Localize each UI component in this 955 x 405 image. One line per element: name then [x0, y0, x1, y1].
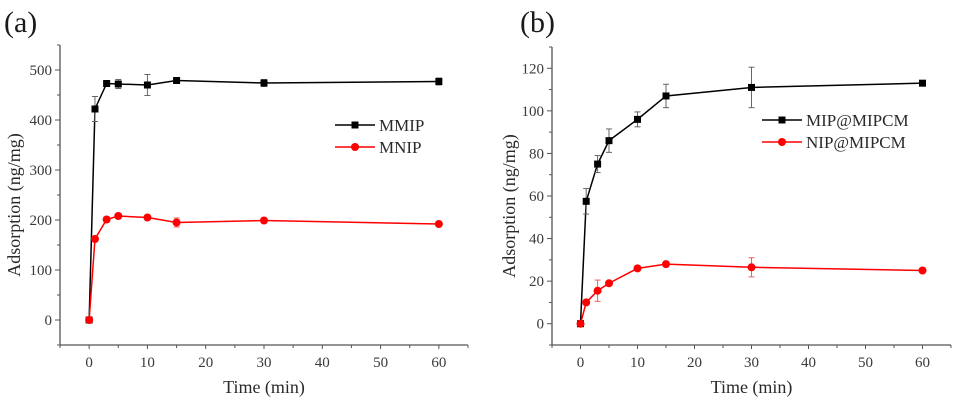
y-tick-label: 400	[30, 113, 53, 129]
y-tick-label: 80	[529, 146, 544, 162]
legend-label: MIP@MIPCM	[806, 111, 909, 130]
data-point	[605, 137, 613, 145]
y-tick-label: 120	[522, 61, 545, 77]
y-tick-label: 40	[529, 232, 544, 248]
data-point	[260, 79, 268, 87]
x-tick-label: 40	[315, 355, 330, 371]
legend-entry: MIP@MIPCM	[762, 111, 909, 130]
data-point	[605, 279, 613, 288]
data-point	[143, 213, 152, 222]
x-tick-label: 60	[431, 355, 446, 371]
y-axis-title: Adsorption (ng/mg)	[499, 134, 520, 278]
legend-label: MNIP	[379, 138, 422, 157]
data-point	[143, 81, 151, 89]
data-point	[90, 235, 99, 243]
data-point	[576, 319, 585, 328]
series-line	[579, 82, 923, 324]
legend-marker	[778, 116, 786, 124]
chart-panel-b: (b) 0 10 20 30 40 50 60 0 20 40 60 80 100 120 Time (min…	[499, 6, 952, 398]
x-tick-label: 50	[373, 355, 388, 371]
chart-panel-a: (a) 0 10 20 30 40 50 60 0 100 200 300 400 500 Time (mi…	[4, 6, 469, 398]
legend-marker	[778, 138, 786, 146]
data-point	[662, 92, 670, 100]
data-point	[747, 263, 756, 272]
panel-label: (b)	[520, 6, 555, 39]
data-point	[593, 286, 602, 295]
data-point	[918, 266, 927, 275]
x-tick-label: 50	[858, 355, 873, 371]
y-tick-label: 100	[522, 104, 545, 120]
x-tick-label: 10	[630, 355, 645, 371]
y-tick-label: 0	[537, 317, 545, 333]
y-tick-label: 60	[529, 189, 544, 205]
legend-label: MMIP	[379, 116, 424, 135]
legend-marker	[351, 121, 359, 129]
series-line	[88, 79, 439, 321]
legend-label: NIP@MIPCM	[806, 133, 906, 152]
y-tick-label: 20	[529, 274, 544, 290]
data-point	[435, 78, 443, 85]
y-tick-label: 500	[30, 63, 53, 79]
x-tick-label: 20	[198, 355, 213, 371]
legend-entry: MNIP	[335, 138, 422, 157]
series-mnip	[85, 212, 443, 324]
y-tick-label: 100	[30, 263, 53, 279]
y-axis-title: Adsorption (ng/mg)	[4, 133, 25, 277]
series-nip-mipcm	[576, 257, 927, 328]
series-mmip	[85, 74, 443, 324]
data-point	[594, 160, 602, 168]
series-mip-mipcm	[577, 66, 926, 328]
y-tick-label: 300	[30, 163, 53, 179]
data-point	[172, 218, 181, 227]
data-point	[582, 197, 590, 205]
series-line	[88, 215, 439, 321]
legend-entry: NIP@MIPCM	[762, 133, 906, 152]
data-point	[102, 215, 111, 224]
y-tick-label: 0	[45, 313, 53, 329]
x-tick-label: 10	[140, 355, 155, 371]
data-point	[91, 105, 99, 113]
legend-marker	[351, 143, 359, 151]
data-point	[85, 316, 94, 324]
data-point	[114, 80, 122, 88]
x-tick-label: 60	[915, 355, 930, 371]
data-point	[662, 260, 670, 269]
data-point	[173, 77, 181, 84]
data-point	[114, 212, 123, 220]
panel-label: (a)	[4, 6, 37, 39]
data-point	[633, 264, 642, 273]
data-point	[434, 220, 443, 228]
x-tick-label: 0	[85, 355, 93, 371]
data-point	[260, 216, 268, 225]
x-axis-title: Time (min)	[711, 377, 793, 398]
legend-entry: MMIP	[335, 116, 424, 135]
x-axis-title: Time (min)	[223, 377, 305, 398]
x-tick-label: 20	[687, 355, 702, 371]
data-point	[748, 83, 755, 91]
y-tick-label: 200	[30, 213, 53, 229]
x-tick-label: 0	[577, 355, 585, 371]
data-point	[919, 79, 926, 87]
data-point	[582, 298, 591, 307]
data-point	[103, 80, 111, 87]
x-tick-label: 30	[744, 355, 759, 371]
x-tick-label: 40	[801, 355, 816, 371]
x-tick-label: 30	[257, 355, 272, 371]
data-point	[634, 115, 641, 123]
